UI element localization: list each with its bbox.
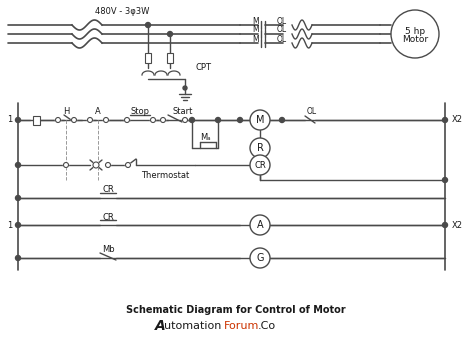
Circle shape [250, 248, 270, 268]
Circle shape [250, 138, 270, 158]
Text: Schematic Diagram for Control of Motor: Schematic Diagram for Control of Motor [126, 305, 346, 315]
Circle shape [391, 10, 439, 58]
Text: M: M [253, 25, 259, 35]
Circle shape [189, 117, 194, 122]
Text: utomation: utomation [164, 321, 221, 331]
Text: M: M [253, 16, 259, 25]
Text: H: H [63, 107, 69, 116]
Circle shape [151, 117, 155, 122]
Text: CPT: CPT [196, 62, 212, 71]
Circle shape [126, 162, 130, 167]
Bar [167, 53, 173, 63]
Text: M: M [256, 115, 264, 125]
Circle shape [16, 222, 20, 227]
Circle shape [443, 222, 447, 227]
Text: Stop: Stop [130, 106, 150, 116]
Circle shape [443, 177, 447, 182]
Circle shape [183, 117, 187, 122]
Circle shape [64, 162, 68, 167]
Text: CR: CR [254, 161, 266, 170]
Text: A: A [155, 319, 166, 333]
Circle shape [71, 117, 76, 122]
Circle shape [56, 117, 60, 122]
Circle shape [279, 117, 285, 122]
Text: OL: OL [307, 106, 317, 116]
Text: 5 hp: 5 hp [405, 26, 425, 35]
Text: Mₐ: Mₐ [200, 134, 211, 142]
Circle shape [16, 256, 20, 261]
Text: 1: 1 [7, 221, 12, 230]
Text: A: A [257, 220, 263, 230]
Circle shape [250, 215, 270, 235]
Text: CR: CR [102, 186, 114, 195]
Text: R: R [257, 143, 263, 153]
Text: M: M [253, 35, 259, 44]
Text: 480V - 3φ3W: 480V - 3φ3W [95, 7, 149, 16]
Circle shape [168, 31, 172, 36]
Circle shape [16, 117, 20, 122]
Circle shape [250, 155, 270, 175]
Circle shape [160, 117, 166, 122]
Circle shape [125, 117, 129, 122]
Circle shape [106, 162, 110, 167]
Text: OL: OL [277, 25, 287, 35]
Text: Start: Start [173, 106, 193, 116]
Text: Thermostat: Thermostat [141, 171, 189, 180]
Text: G: G [256, 253, 264, 263]
Bar [145, 53, 151, 63]
Text: Mb: Mb [101, 246, 114, 255]
Circle shape [237, 117, 243, 122]
Text: X2: X2 [452, 221, 463, 230]
Circle shape [216, 117, 220, 122]
Text: X2: X2 [452, 116, 463, 125]
Text: A: A [95, 107, 101, 116]
Circle shape [93, 162, 99, 168]
Circle shape [183, 86, 187, 90]
Text: OL: OL [277, 35, 287, 44]
Circle shape [443, 117, 447, 122]
Circle shape [16, 196, 20, 201]
Text: CR: CR [102, 212, 114, 221]
Text: Motor: Motor [402, 35, 428, 45]
Circle shape [103, 117, 109, 122]
Bar [33, 116, 40, 125]
Text: OL: OL [277, 16, 287, 25]
Circle shape [145, 22, 151, 27]
Text: .Co: .Co [258, 321, 276, 331]
Circle shape [16, 162, 20, 167]
Text: 1: 1 [7, 116, 12, 125]
Text: Forum: Forum [224, 321, 260, 331]
Circle shape [87, 117, 93, 122]
Circle shape [250, 110, 270, 130]
